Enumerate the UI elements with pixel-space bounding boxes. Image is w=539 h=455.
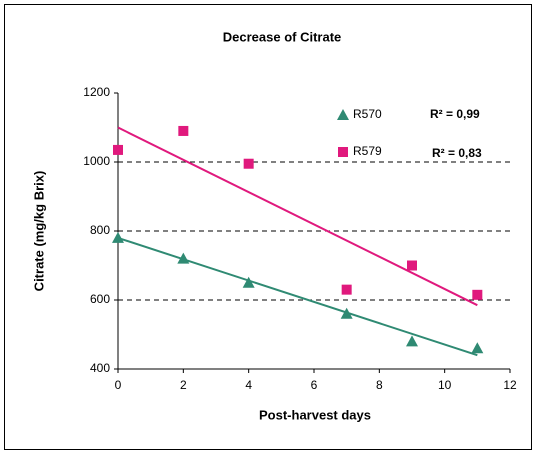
chart-frame xyxy=(4,4,532,450)
y-tick-label: 1000 xyxy=(83,154,110,168)
r2-label: R² = 0,83 xyxy=(432,146,482,160)
y-tick-label: 1200 xyxy=(83,85,110,99)
legend-marker xyxy=(338,147,348,157)
point xyxy=(407,260,417,271)
trend-line xyxy=(117,126,478,307)
x-tick-label: 8 xyxy=(376,378,383,392)
point xyxy=(242,276,255,288)
y-axis-label: Citrate (mg/kg Brix) xyxy=(31,171,46,292)
point xyxy=(112,231,124,243)
x-tick-label: 4 xyxy=(245,378,252,392)
point xyxy=(340,307,353,319)
y-tick-label: 800 xyxy=(90,223,110,237)
r2-label: R² = 0,99 xyxy=(430,107,480,121)
y-tick-label: 600 xyxy=(90,292,110,306)
point xyxy=(178,125,189,136)
x-tick-label: 2 xyxy=(180,378,187,392)
point xyxy=(406,335,418,347)
y-tick-label: 400 xyxy=(90,361,110,375)
legend-label: R579 xyxy=(353,144,382,158)
chart-title: Decrease of Citrate xyxy=(223,29,342,44)
point xyxy=(341,284,352,295)
point xyxy=(177,252,190,264)
x-tick-label: 0 xyxy=(115,378,122,392)
x-tick-label: 12 xyxy=(503,378,517,392)
point xyxy=(113,144,123,155)
x-tick-label: 10 xyxy=(438,378,452,392)
x-tick-label: 6 xyxy=(311,378,318,392)
x-axis-label: Post-harvest days xyxy=(259,407,371,422)
legend-label: R570 xyxy=(353,107,382,121)
point xyxy=(472,289,483,300)
legend-marker xyxy=(337,109,349,120)
trend-line xyxy=(117,236,478,357)
point xyxy=(243,158,254,169)
point xyxy=(471,342,484,354)
